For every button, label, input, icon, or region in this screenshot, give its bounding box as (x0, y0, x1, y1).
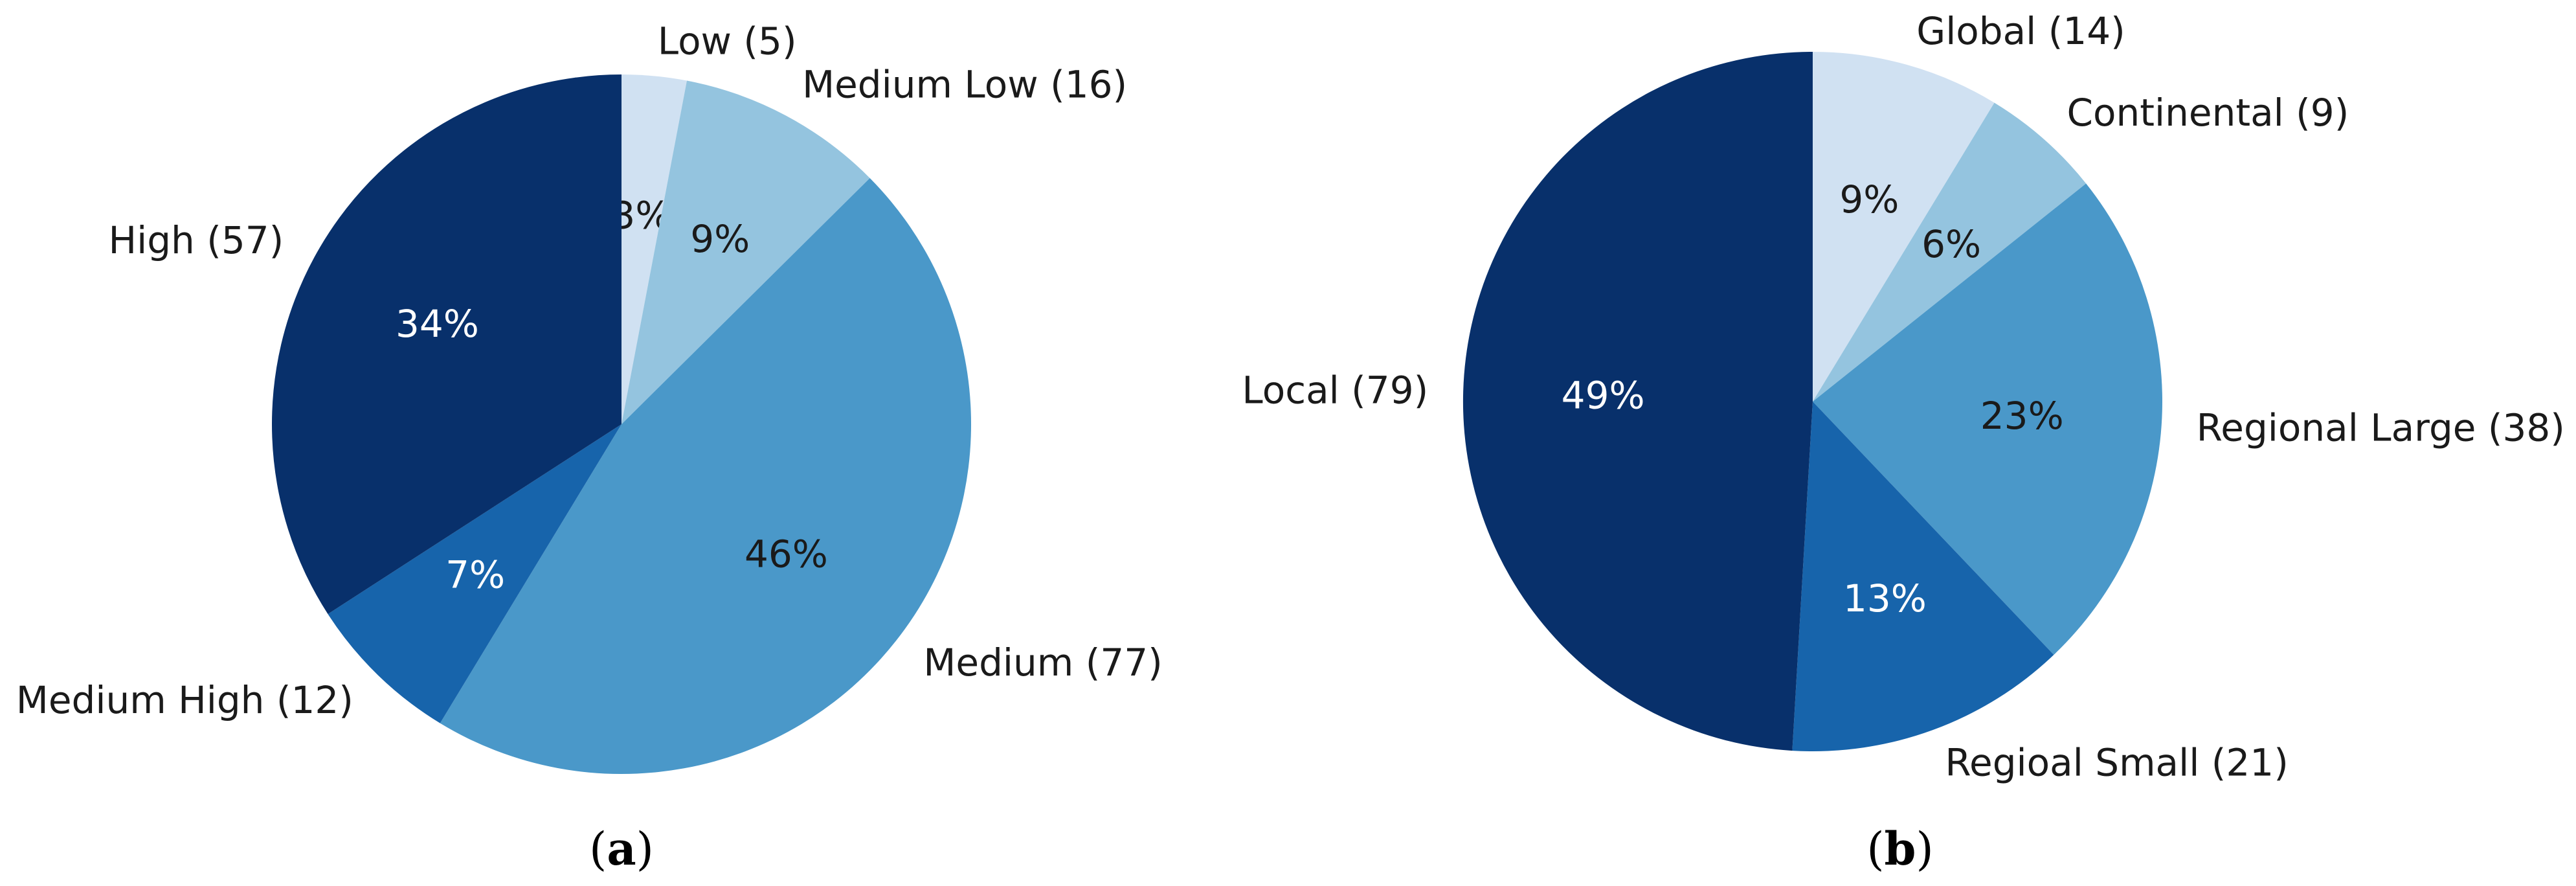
pie-a-category-label-medium-low: Medium Low (16) (802, 63, 1127, 107)
pie-a-slice-high (271, 74, 622, 615)
pie-a-percent-label-medium-high: 7% (445, 552, 505, 596)
pie-b-category-label-regioal-small: Regioal Small (21) (1945, 741, 2288, 785)
panel-caption-a: (a) (589, 822, 654, 876)
pie-b-category-label-local: Local (79) (1242, 369, 1428, 413)
pie-b-category-label-global: Global (14) (1916, 9, 2125, 53)
pie-a-slice-medium (440, 177, 972, 775)
panel-caption-b-letter: b (1885, 822, 1916, 876)
pie-a-percent-label-medium-low: 9% (690, 217, 750, 261)
pie-b-slice-global (1813, 51, 1995, 402)
pie-a-category-label-low: Low (5) (658, 19, 797, 63)
pie-b-percent-label-local: 49% (1562, 374, 1645, 418)
pie-a-category-label-high: High (57) (108, 218, 284, 262)
pie-b-slice-regioal-small (1792, 402, 2054, 752)
pie-a-slice-medium-low (622, 80, 870, 424)
panel-caption-a-letter: a (607, 822, 636, 876)
pie-b-percent-label-global: 9% (1839, 177, 1899, 222)
pie-a-slice-low (622, 74, 687, 424)
pie-b-percent-label-continental: 6% (1921, 222, 1981, 266)
pie-b-category-label-continental: Continental (9) (2067, 91, 2349, 135)
pie-a-category-label-medium-high: Medium High (12) (16, 678, 353, 722)
pie-a-slice-medium-high (328, 424, 622, 723)
panel-caption-b: (b) (1866, 822, 1934, 876)
pie-b-slice-continental (1813, 102, 2087, 402)
pie-b-percent-label-regional-large: 23% (1980, 394, 2064, 438)
pie-a-percent-label-medium: 46% (745, 532, 828, 576)
pie-a-percent-label-high: 34% (396, 302, 479, 346)
pie-b-slice-regional-large (1813, 183, 2162, 655)
pie-chart-a: 3%Low (5)9%Medium Low (16)46%Medium (77)… (16, 19, 1163, 775)
pie-chart-b: 9% Global (14) 6% Continental (9) 23% Regiona… (1242, 9, 2565, 785)
pie-b-slice-local (1462, 52, 1813, 751)
pie-b-percent-label-regioal-small: 13% (1843, 576, 1927, 620)
pie-a-category-label-medium: Medium (77) (923, 641, 1162, 685)
pie-b-category-label-regional-large: Regional Large (38) (2197, 406, 2565, 450)
